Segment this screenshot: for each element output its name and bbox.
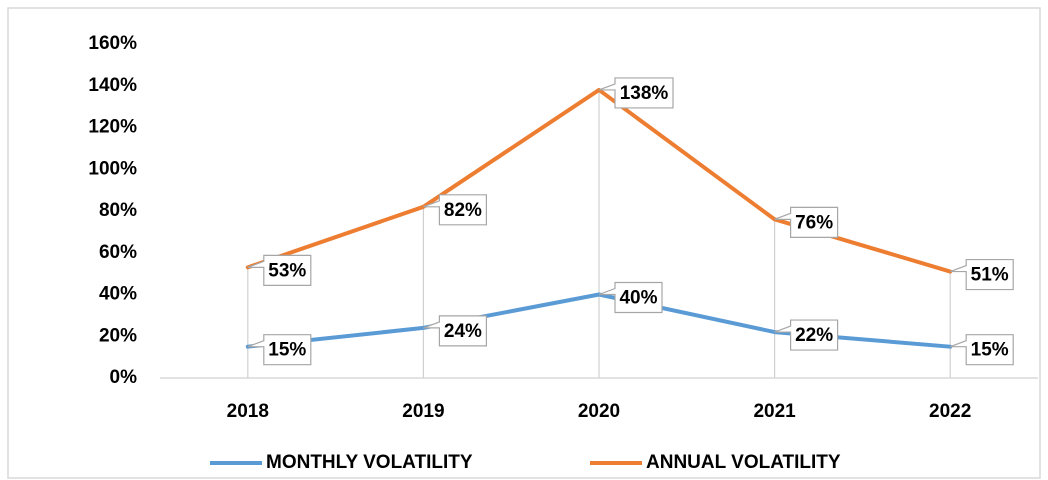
callout-box	[598, 77, 674, 109]
data-label: 24%	[444, 321, 482, 342]
x-tick-label: 2019	[402, 401, 444, 422]
data-label: 51%	[971, 265, 1009, 286]
data-label: 40%	[619, 288, 657, 309]
x-tick-label: 2022	[929, 401, 971, 422]
legend-label: ANNUAL VOLATILITY	[646, 452, 841, 473]
y-tick-label: 160%	[88, 33, 137, 54]
y-tick-label: 120%	[88, 117, 137, 138]
callout-box	[949, 334, 1014, 366]
y-tick-label: 60%	[99, 242, 137, 263]
data-label: 82%	[444, 200, 482, 221]
callout-box	[423, 194, 487, 226]
data-label: 15%	[971, 340, 1009, 361]
y-tick-label: 40%	[99, 284, 137, 305]
x-tick-label: 2018	[227, 401, 269, 422]
y-tick-label: 0%	[110, 367, 138, 388]
x-tick-label: 2020	[578, 401, 620, 422]
data-label: 22%	[795, 325, 833, 346]
chart-border	[7, 7, 1041, 479]
y-tick-label: 100%	[88, 158, 137, 179]
x-tick-label: 2021	[753, 401, 796, 422]
y-tick-label: 80%	[99, 200, 137, 221]
callout-box	[774, 319, 839, 351]
callout-box	[949, 258, 1014, 291]
callout-box	[423, 315, 487, 347]
data-label: 76%	[795, 212, 833, 233]
callout-box	[247, 334, 312, 366]
data-label: 15%	[268, 340, 306, 361]
data-label: 53%	[268, 260, 306, 281]
callout-box	[247, 254, 312, 286]
callout-box	[774, 206, 839, 238]
callout-box	[598, 281, 663, 314]
y-tick-label: 20%	[99, 325, 137, 346]
y-tick-label: 140%	[88, 75, 137, 96]
data-label: 138%	[620, 83, 669, 104]
legend-label: MONTHLY VOLATILITY	[266, 452, 473, 473]
